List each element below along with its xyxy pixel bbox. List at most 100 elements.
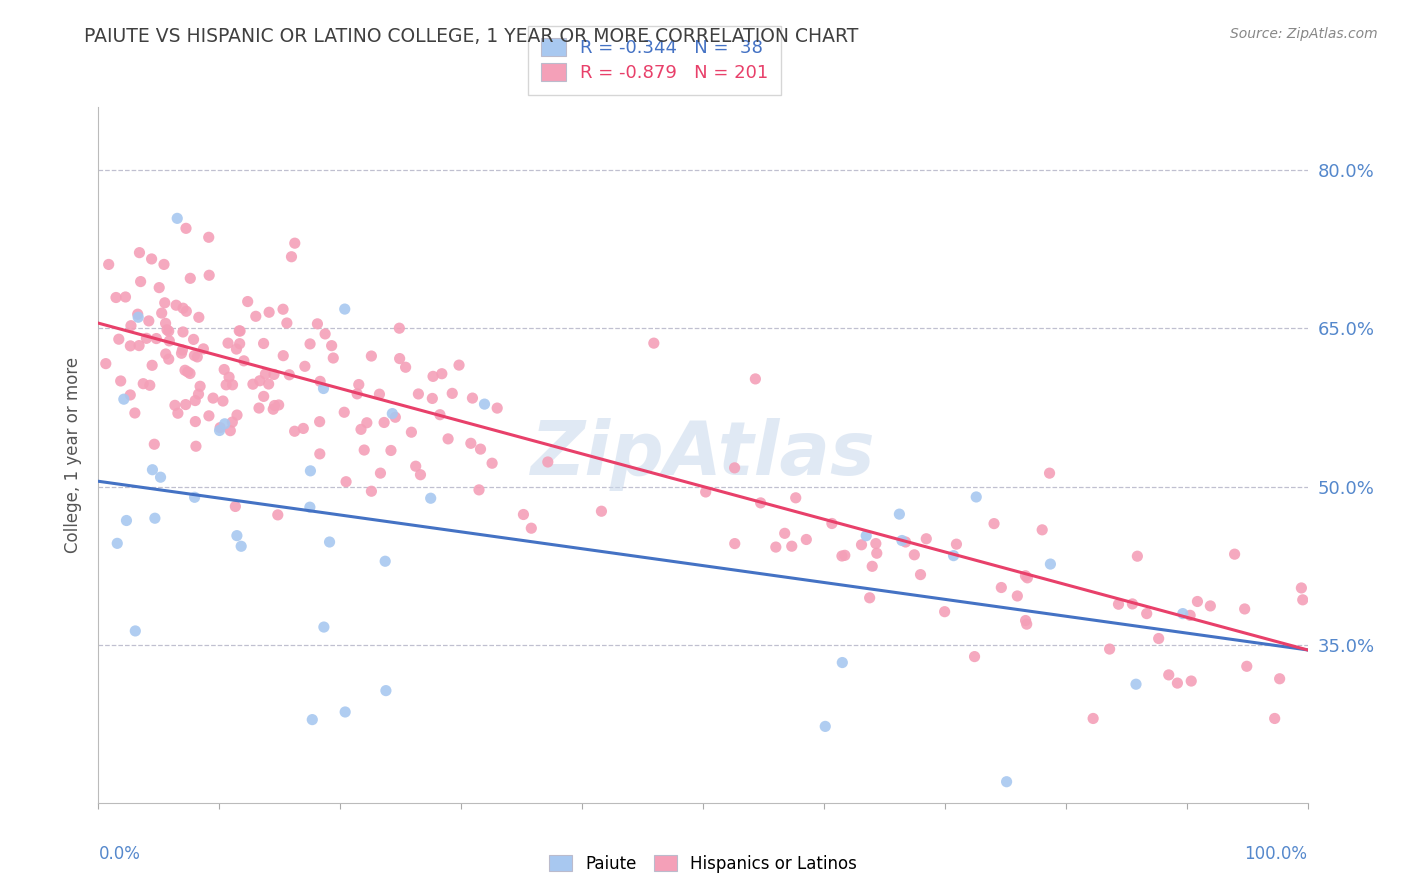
Point [468,483,491,497]
Point [112,392,135,407]
Point [537,455,560,469]
Point [374,683,396,698]
Point [1007,589,1029,603]
Point [1199,599,1222,613]
Point [724,536,747,550]
Point [278,368,301,382]
Point [1015,617,1038,632]
Point [429,408,451,422]
Point [132,376,155,391]
Point [120,388,142,402]
Point [309,375,332,389]
Point [143,437,166,451]
Point [184,393,207,408]
Point [257,305,280,319]
Point [245,310,267,324]
Point [127,310,149,325]
Point [108,332,131,346]
Point [105,536,128,550]
Point [156,323,179,337]
Point [165,298,187,312]
Point [1236,659,1258,673]
Point [474,397,496,411]
Point [184,439,207,453]
Point [723,460,745,475]
Point [247,401,270,415]
Point [347,377,370,392]
Point [188,379,211,393]
Point [312,382,335,396]
Point [166,211,188,226]
Point [321,339,343,353]
Point [299,464,322,478]
Point [179,271,201,285]
Point [780,539,803,553]
Point [335,475,357,489]
Legend: Paiute, Hispanics or Latinos: Paiute, Hispanics or Latinos [543,848,863,880]
Point [333,302,356,317]
Point [318,535,340,549]
Point [148,280,170,294]
Point [481,456,503,470]
Point [1268,672,1291,686]
Point [114,290,136,304]
Point [915,532,938,546]
Point [215,377,238,392]
Point [172,343,194,357]
Point [127,307,149,321]
Point [420,392,443,406]
Point [422,369,444,384]
Point [312,620,335,634]
Point [183,349,205,363]
Point [143,511,166,525]
Point [183,490,205,504]
Point [821,516,844,531]
Point [903,548,925,562]
Point [224,500,246,514]
Point [859,591,882,605]
Point [153,257,176,271]
Point [643,336,665,351]
Point [170,346,193,360]
Point [945,537,967,551]
Point [965,490,987,504]
Point [963,649,986,664]
Point [408,387,430,401]
Point [198,268,221,283]
Point [97,257,120,271]
Text: ZipAtlas: ZipAtlas [530,418,876,491]
Text: Source: ZipAtlas.com: Source: ZipAtlas.com [1230,27,1378,41]
Point [212,394,235,409]
Point [242,377,264,392]
Point [437,432,460,446]
Point [934,605,956,619]
Point [419,491,441,506]
Point [249,374,271,388]
Point [381,407,404,421]
Point [155,347,177,361]
Point [1017,571,1039,585]
Point [990,581,1012,595]
Point [890,533,912,548]
Point [149,470,172,484]
Point [910,567,932,582]
Point [831,656,853,670]
Point [1233,602,1256,616]
Point [1292,592,1315,607]
Point [124,624,146,638]
Point [197,230,219,244]
Point [785,491,807,505]
Point [368,387,391,401]
Point [405,459,427,474]
Point [307,317,329,331]
Point [301,713,323,727]
Point [129,275,152,289]
Point [1147,632,1170,646]
Point [1171,607,1194,621]
Point [280,250,302,264]
Point [115,514,138,528]
Point [1125,677,1147,691]
Point [128,338,150,352]
Point [461,391,484,405]
Point [110,374,132,388]
